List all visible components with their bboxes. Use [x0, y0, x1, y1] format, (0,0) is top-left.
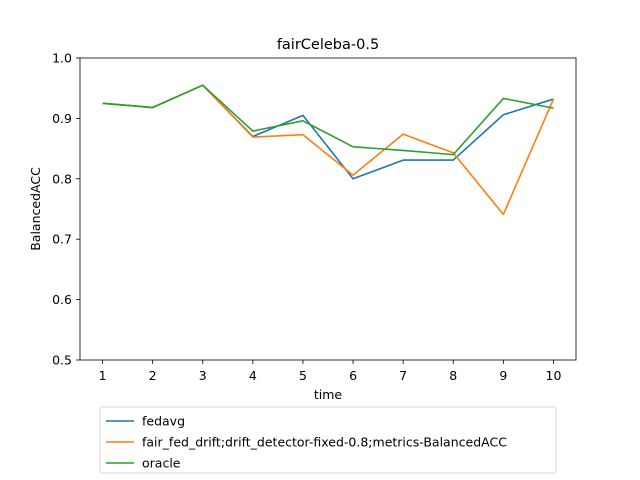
- legend-frame: [99, 406, 557, 474]
- x-tick-label: 5: [299, 368, 307, 383]
- x-tick-label: 3: [199, 368, 207, 383]
- legend-label-3: oracle: [142, 456, 181, 471]
- y-axis-label: BalancedACC: [28, 167, 43, 251]
- x-tick-label: 6: [349, 368, 357, 383]
- y-tick-label: 0.7: [52, 232, 72, 247]
- y-axis: 0.5 0.6 0.7 0.8 0.9 1.0: [52, 51, 80, 368]
- x-tick-label: 7: [399, 368, 407, 383]
- legend-label-2: fair_fed_drift;drift_detector-fixed-0.8;…: [142, 435, 507, 450]
- x-tick-label: 8: [449, 368, 457, 383]
- x-axis-label: time: [314, 387, 343, 402]
- plot-area: [80, 58, 576, 360]
- y-tick-label: 0.8: [52, 171, 72, 186]
- plot-frame: [79, 57, 577, 361]
- y-tick-label: 0.6: [52, 292, 72, 307]
- y-tick-label: 0.5: [52, 353, 72, 368]
- x-axis: 1 2 3 4 5 6 7 8 9 10: [99, 360, 562, 383]
- series-layer: [102, 84, 555, 216]
- y-tick-label: 0.9: [52, 111, 72, 126]
- x-tick-label: 1: [99, 368, 107, 383]
- legend: fedavg fair_fed_drift;drift_detector-fixe…: [99, 406, 557, 474]
- legend-label-1: fedavg: [142, 414, 185, 429]
- x-tick-label: 4: [249, 368, 257, 383]
- series-line-3: [102, 84, 554, 156]
- y-tick-label: 1.0: [52, 51, 72, 66]
- chart-title: fairCeleba-0.5: [277, 37, 379, 53]
- x-tick-label: 10: [546, 368, 562, 383]
- x-tick-label: 9: [499, 368, 507, 383]
- x-tick-label: 2: [149, 368, 157, 383]
